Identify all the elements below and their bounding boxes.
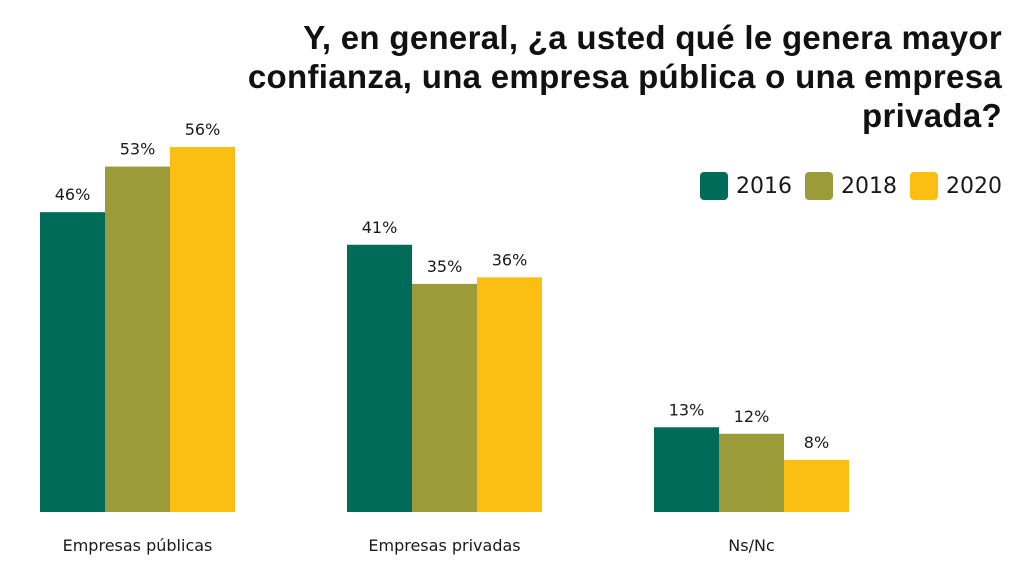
data-label-empresas-publicas-2020: 56% [185,120,221,139]
bar-group-ns-nc: 13% 12% 8% [654,400,849,512]
legend-swatch-2018 [805,172,833,200]
data-label-ns-nc-2018: 12% [734,407,770,426]
bar-empresas-privadas-2018 [412,283,477,512]
legend-item-2020: 2020 [910,172,1002,200]
bar-empresas-privadas-2016 [347,244,412,512]
chart-title: Y, en general, ¿a usted qué le genera ma… [247,19,1002,134]
legend-label-2016: 2016 [736,173,792,199]
category-label-ns-nc: Ns/Nc [728,536,774,555]
data-label-empresas-privadas-2020: 36% [492,250,528,269]
bar-empresas-publicas-2016 [40,212,105,512]
legend-item-2018: 2018 [805,172,897,200]
data-label-empresas-privadas-2018: 35% [427,257,463,276]
legend-label-2018: 2018 [841,173,897,199]
data-label-empresas-privadas-2016: 41% [362,218,398,237]
bar-ns-nc-2018 [719,433,784,512]
legend-swatch-2016 [700,172,728,200]
bar-empresas-privadas-2020 [477,277,542,512]
bar-ns-nc-2020 [784,459,849,512]
category-label-empresas-privadas: Empresas privadas [368,536,520,555]
bar-group-empresas-publicas: 46% 53% 56% [40,120,235,512]
data-label-ns-nc-2020: 8% [804,433,829,452]
legend-label-2020: 2020 [946,173,1002,199]
legend-item-2016: 2016 [700,172,792,200]
legend: 2016 2018 2020 [700,172,1015,200]
legend-swatch-2020 [910,172,938,200]
category-label-empresas-publicas: Empresas públicas [63,536,213,555]
bar-empresas-publicas-2020 [170,147,235,512]
bar-group-empresas-privadas: 41% 35% 36% [347,218,542,512]
data-label-ns-nc-2016: 13% [669,400,705,419]
data-label-empresas-publicas-2016: 46% [55,185,91,204]
data-label-empresas-publicas-2018: 53% [120,140,156,159]
bar-empresas-publicas-2018 [105,166,170,512]
bar-ns-nc-2016 [654,427,719,512]
